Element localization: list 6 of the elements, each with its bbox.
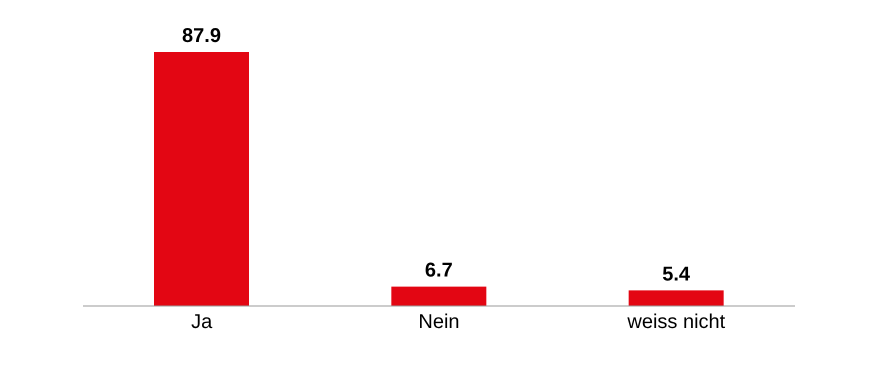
data-label: 87.9: [182, 25, 221, 47]
data-label: 5.4: [662, 263, 691, 286]
x-tick-label: weiss nicht: [626, 311, 726, 334]
x-tick-label: Ja: [191, 311, 214, 334]
data-label: 6.7: [424, 260, 453, 282]
x-tick-label: Nein: [418, 311, 460, 334]
